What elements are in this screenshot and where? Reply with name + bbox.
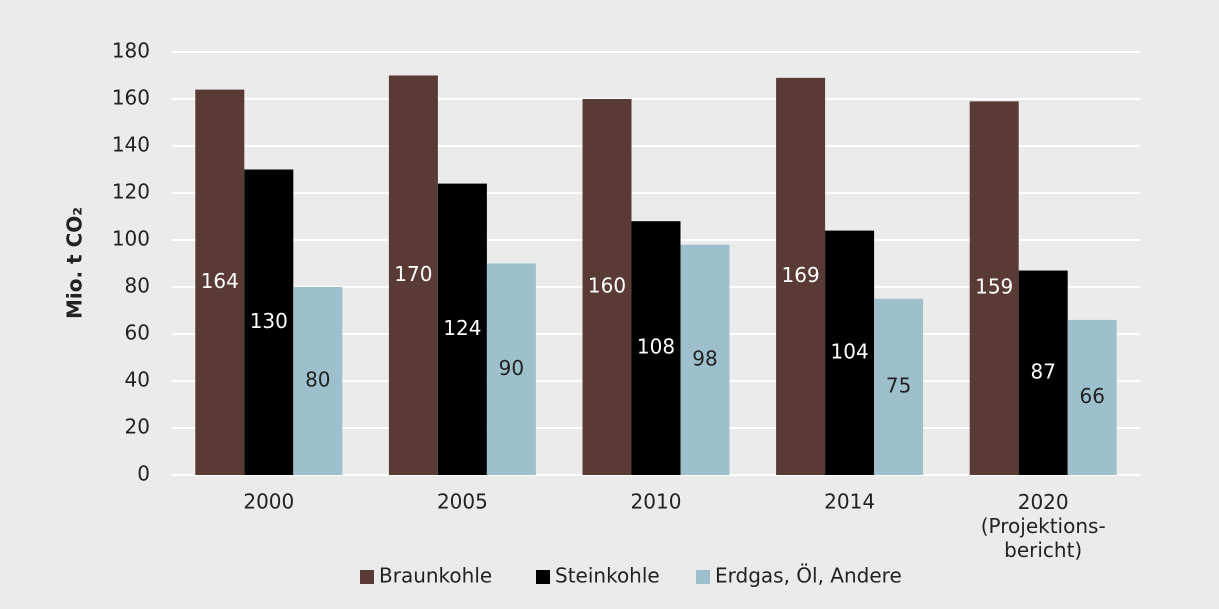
bar: [1018, 270, 1068, 475]
bar: [486, 263, 536, 475]
bar: [195, 89, 245, 475]
value-label: 108: [637, 335, 675, 359]
value-label: 66: [1079, 384, 1104, 408]
x-tick-label: 2014: [824, 490, 875, 514]
legend-swatch: [360, 570, 374, 584]
legend-label: Erdgas, Öl, Andere: [715, 564, 902, 588]
value-label: 170: [394, 262, 432, 286]
value-label: 124: [443, 316, 481, 340]
value-label: 104: [831, 339, 869, 363]
value-label: 75: [886, 373, 911, 397]
value-label: 169: [782, 263, 820, 287]
value-label: 90: [499, 356, 524, 380]
legend-swatch: [696, 570, 710, 584]
y-tick-label: 40: [125, 368, 150, 392]
y-tick-label: 160: [112, 86, 150, 110]
bar: [582, 99, 632, 475]
value-label: 87: [1030, 359, 1055, 383]
value-label: 164: [201, 269, 239, 293]
bar: [293, 287, 343, 475]
legend-label: Steinkohle: [555, 564, 660, 588]
y-tick-label: 140: [112, 133, 150, 157]
y-tick-label: 100: [112, 227, 150, 251]
bar: [388, 75, 438, 475]
bar: [969, 101, 1019, 475]
y-tick-label: 80: [125, 274, 150, 298]
value-label: 130: [250, 309, 288, 333]
bar: [631, 221, 681, 475]
y-tick-label: 180: [112, 39, 150, 63]
value-label: 80: [305, 368, 330, 392]
bar: [874, 298, 924, 475]
y-tick-label: 120: [112, 180, 150, 204]
y-axis-label: Mio. t CO₂: [63, 207, 87, 319]
value-label: 160: [588, 274, 626, 298]
value-label: 159: [975, 275, 1013, 299]
legend-label: Braunkohle: [379, 564, 492, 588]
value-label: 98: [692, 346, 717, 370]
bar: [680, 244, 730, 475]
legend-swatch: [536, 570, 550, 584]
y-tick-label: 60: [125, 321, 150, 345]
y-tick-label: 20: [125, 415, 150, 439]
x-tick-label: 2010: [631, 490, 682, 514]
bar: [776, 77, 826, 475]
y-tick-label: 0: [137, 462, 150, 486]
x-tick-label: 2020 (Projektions-bericht): [981, 490, 1106, 562]
x-tick-label: 2000: [243, 490, 294, 514]
bar: [244, 169, 294, 475]
bar: [825, 230, 875, 475]
bar: [437, 183, 487, 475]
x-tick-label: 2005: [437, 490, 488, 514]
bar: [1067, 319, 1117, 475]
